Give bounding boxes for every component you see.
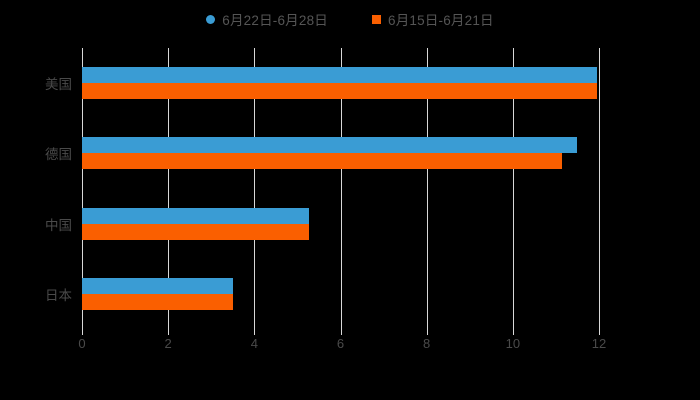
x-tick-mark bbox=[426, 329, 428, 335]
chart-legend: 6月22日-6月28日 6月15日-6月21日 bbox=[0, 8, 700, 30]
x-tick-mark bbox=[599, 329, 600, 335]
bar[interactable] bbox=[82, 207, 309, 224]
gridline-x bbox=[168, 48, 170, 329]
bar[interactable] bbox=[82, 293, 233, 310]
bar[interactable] bbox=[82, 67, 597, 84]
gridline-x bbox=[512, 48, 514, 329]
gridline-x bbox=[340, 48, 342, 329]
legend-label-series-0: 6月22日-6月28日 bbox=[222, 13, 328, 28]
bar[interactable] bbox=[82, 153, 562, 170]
y-axis-category-label: 美国 bbox=[45, 77, 72, 93]
x-tick-label: 0 bbox=[78, 336, 86, 351]
x-tick-mark bbox=[512, 329, 514, 335]
gridline-x bbox=[599, 48, 600, 329]
y-axis-category-label: 日本 bbox=[45, 287, 72, 303]
x-tick-label: 8 bbox=[423, 336, 431, 351]
y-axis-category-label: 中国 bbox=[45, 217, 72, 233]
x-tick-label: 6 bbox=[336, 336, 345, 351]
gridline-x bbox=[426, 48, 428, 329]
gridline-x bbox=[254, 48, 256, 329]
x-tick-label: 10 bbox=[505, 336, 521, 351]
x-tick-mark bbox=[168, 329, 170, 335]
plot-area: 0 2 4 6 8 10 12 bbox=[78, 48, 606, 351]
x-tick-label: 2 bbox=[164, 336, 172, 351]
bar[interactable] bbox=[82, 223, 309, 240]
x-tick-label: 12 bbox=[591, 336, 607, 351]
x-tick-mark bbox=[340, 329, 342, 335]
y-axis-category-label: 德国 bbox=[45, 147, 72, 163]
y-axis-line bbox=[82, 48, 83, 329]
x-tick-mark bbox=[82, 329, 83, 335]
bar[interactable] bbox=[82, 277, 233, 294]
legend-entry-series-0[interactable]: 6月22日-6月28日 bbox=[206, 9, 328, 29]
x-tick-label: 4 bbox=[250, 336, 258, 351]
legend-label-series-1: 6月15日-6月21日 bbox=[388, 13, 494, 28]
bar[interactable] bbox=[82, 83, 597, 100]
bar[interactable] bbox=[82, 137, 578, 154]
square-marker-icon bbox=[372, 14, 381, 24]
circle-marker-icon bbox=[206, 14, 216, 24]
legend-entry-series-1[interactable]: 6月15日-6月21日 bbox=[372, 9, 494, 29]
x-tick-mark bbox=[254, 329, 256, 335]
